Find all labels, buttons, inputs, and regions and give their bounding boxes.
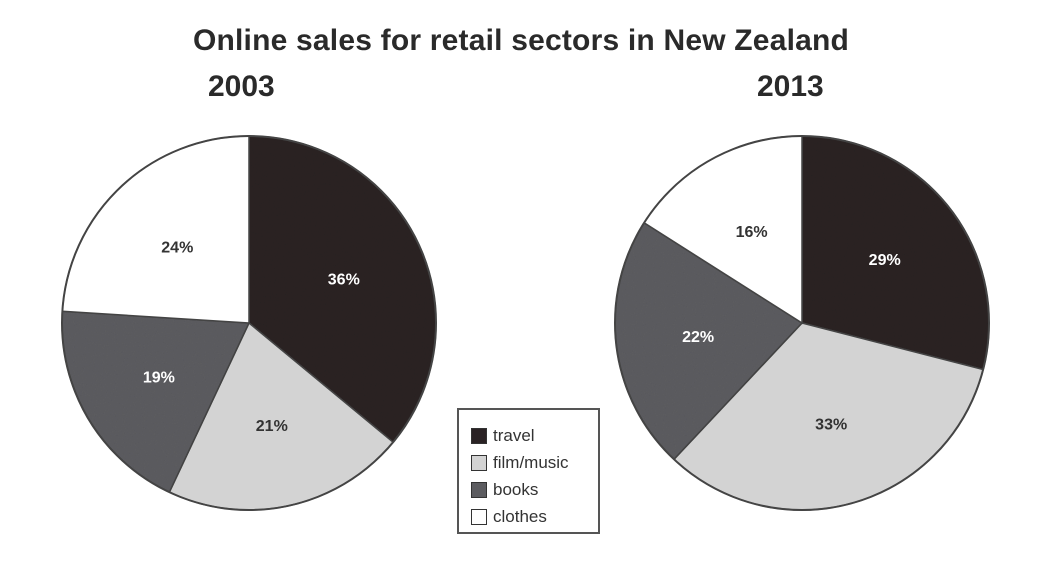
legend-swatch-film-music: [471, 455, 487, 471]
pie-chart-2013: 29% 33% 22% 16%: [614, 135, 990, 511]
pie-slice-2003-clothes: [61, 135, 250, 324]
pie-label-2013-film-music: 33%: [815, 417, 847, 434]
legend-swatch-travel: [471, 428, 487, 444]
pie-label-2003-film-music: 21%: [256, 418, 288, 435]
legend-label-film-music: film/music: [493, 453, 569, 472]
pie-label-2003-books: 19%: [143, 369, 175, 386]
pie-label-2013-clothes: 16%: [736, 224, 768, 241]
pie-outline-2003: [61, 135, 437, 511]
year-label-2003: 2003: [208, 70, 275, 103]
pie-label-2003-clothes: 24%: [161, 240, 193, 257]
legend-item-travel: travel: [471, 426, 535, 446]
legend-label-clothes: clothes: [493, 507, 547, 526]
pie-label-2013-travel: 29%: [869, 252, 901, 269]
chart-title: Online sales for retail sectors in New Z…: [192, 24, 850, 57]
pie-label-2003-travel: 36%: [328, 271, 360, 288]
legend-label-travel: travel: [493, 426, 535, 445]
legend-item-clothes: clothes: [471, 507, 547, 527]
legend-label-books: books: [493, 480, 539, 499]
legend-item-film-music: film/music: [471, 453, 569, 473]
pie-label-2013-books: 22%: [682, 329, 714, 346]
year-label-2013: 2013: [757, 70, 824, 103]
legend-item-books: books: [471, 480, 538, 500]
pie-outline-2013: [614, 135, 990, 511]
legend-swatch-clothes: [471, 509, 487, 525]
pie-chart-2003: 36% 21% 19% 24%: [61, 135, 437, 511]
legend-swatch-books: [471, 482, 487, 498]
legend: travel film/music books clothes: [457, 408, 600, 534]
